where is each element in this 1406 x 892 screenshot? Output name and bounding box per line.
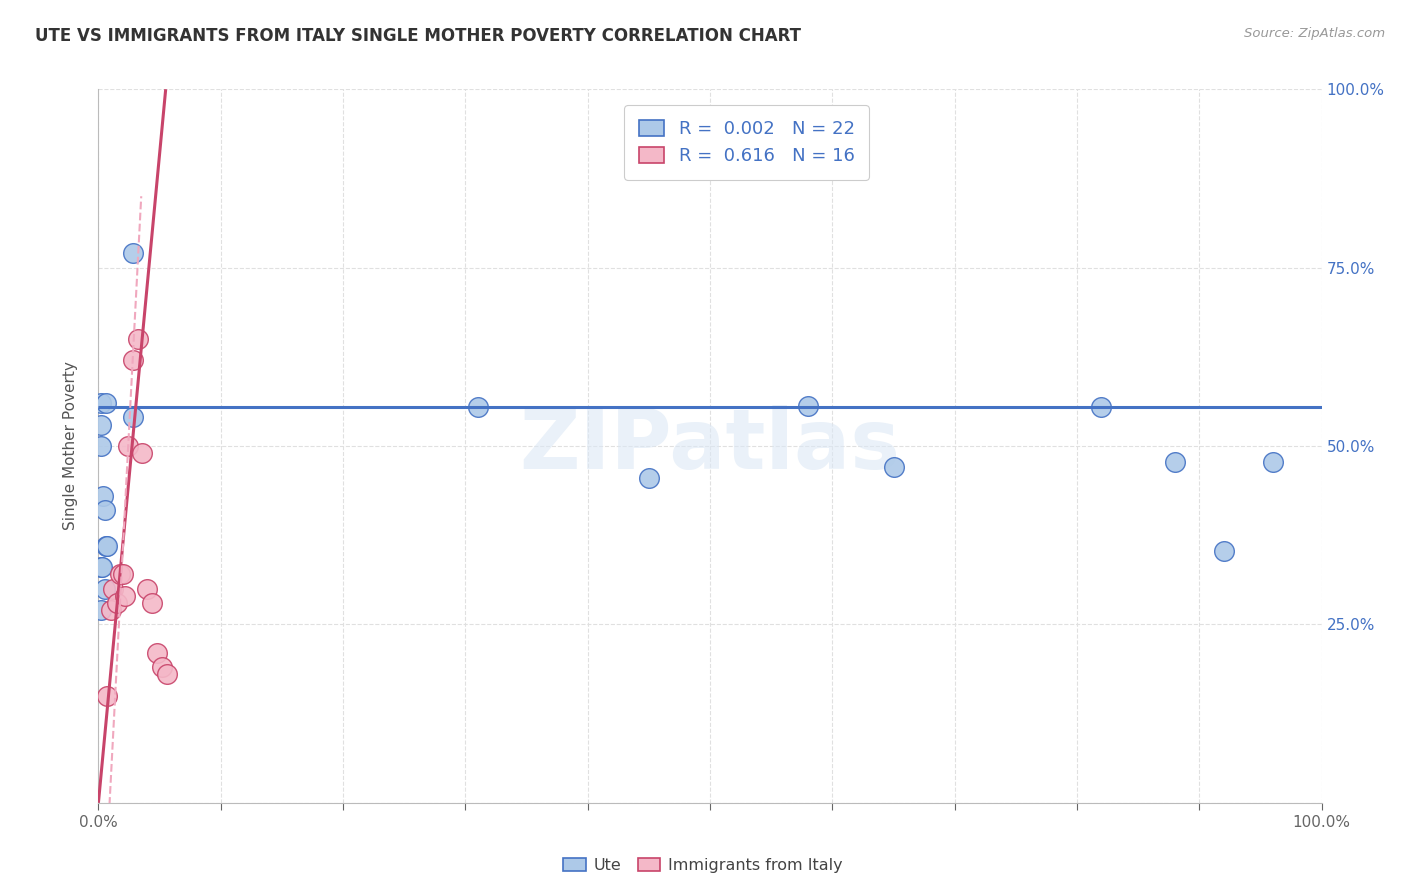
Point [883,460,905,475]
Point [121,410,143,425]
Y-axis label: Single Mother Poverty: Single Mother Poverty [63,361,77,531]
Point [1261,455,1284,469]
Point [1164,455,1187,469]
Point [156,667,179,681]
Point [638,471,661,485]
Point [94,539,117,553]
Text: UTE VS IMMIGRANTS FROM ITALY SINGLE MOTHER POVERTY CORRELATION CHART: UTE VS IMMIGRANTS FROM ITALY SINGLE MOTH… [35,27,801,45]
Point [93,582,115,596]
Point [110,567,132,582]
Point [91,489,114,503]
Point [136,582,159,596]
Point [797,399,820,413]
Text: ZIPatlas: ZIPatlas [520,406,900,486]
Point [90,603,112,617]
Point [93,503,115,517]
Point [1090,400,1112,414]
Point [141,596,163,610]
Point [90,560,112,574]
Point [96,539,118,553]
Point [90,396,112,410]
Legend: R =  0.002   N = 22, R =  0.616   N = 16: R = 0.002 N = 22, R = 0.616 N = 16 [624,105,869,180]
Point [1212,544,1234,558]
Point [121,353,143,368]
Point [100,603,122,617]
Point [467,400,489,414]
Point [127,332,149,346]
Point [117,439,139,453]
Point [94,396,117,410]
Point [114,589,136,603]
Point [90,439,112,453]
Point [105,596,128,610]
Text: Source: ZipAtlas.com: Source: ZipAtlas.com [1244,27,1385,40]
Point [101,582,124,596]
Point [131,446,153,460]
Point [91,560,114,574]
Point [96,689,118,703]
Point [90,417,112,432]
Legend: Ute, Immigrants from Italy: Ute, Immigrants from Italy [557,852,849,880]
Point [121,246,143,260]
Point [150,660,173,674]
Point [146,646,169,660]
Point [111,567,134,582]
